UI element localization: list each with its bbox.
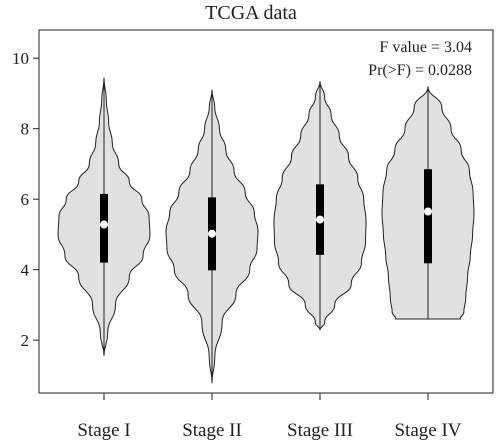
- plot-frame: [38, 29, 494, 394]
- iqr-box-stage-iv: [424, 169, 432, 264]
- x-tick-label-stage-i: Stage I: [77, 420, 130, 441]
- y-tick-label-6: 6: [21, 190, 30, 209]
- x-tick-label-stage-ii: Stage II: [182, 420, 242, 441]
- x-axis: Stage I Stage II Stage III Stage IV: [77, 393, 462, 441]
- y-tick-label-2: 2: [21, 331, 30, 350]
- median-dot-stage-ii: [208, 229, 216, 238]
- y-axis: 2 4 6 8 10: [12, 49, 39, 350]
- median-dot-stage-i: [100, 220, 108, 229]
- annotation-p-value: Pr(>F) = 0.0288: [368, 62, 472, 79]
- y-tick-label-4: 4: [21, 261, 30, 280]
- median-dot-stage-iv: [424, 207, 432, 216]
- x-tick-label-stage-iii: Stage III: [287, 420, 353, 441]
- median-dot-stage-iii: [316, 215, 324, 224]
- chart-title: TCGA data: [205, 2, 297, 24]
- annotation-f-value: F value = 3.04: [379, 39, 472, 56]
- x-tick-label-stage-iv: Stage IV: [394, 420, 461, 441]
- y-tick-label-8: 8: [21, 120, 30, 139]
- violin-layer: [57, 77, 475, 384]
- y-tick-label-10: 10: [12, 49, 29, 68]
